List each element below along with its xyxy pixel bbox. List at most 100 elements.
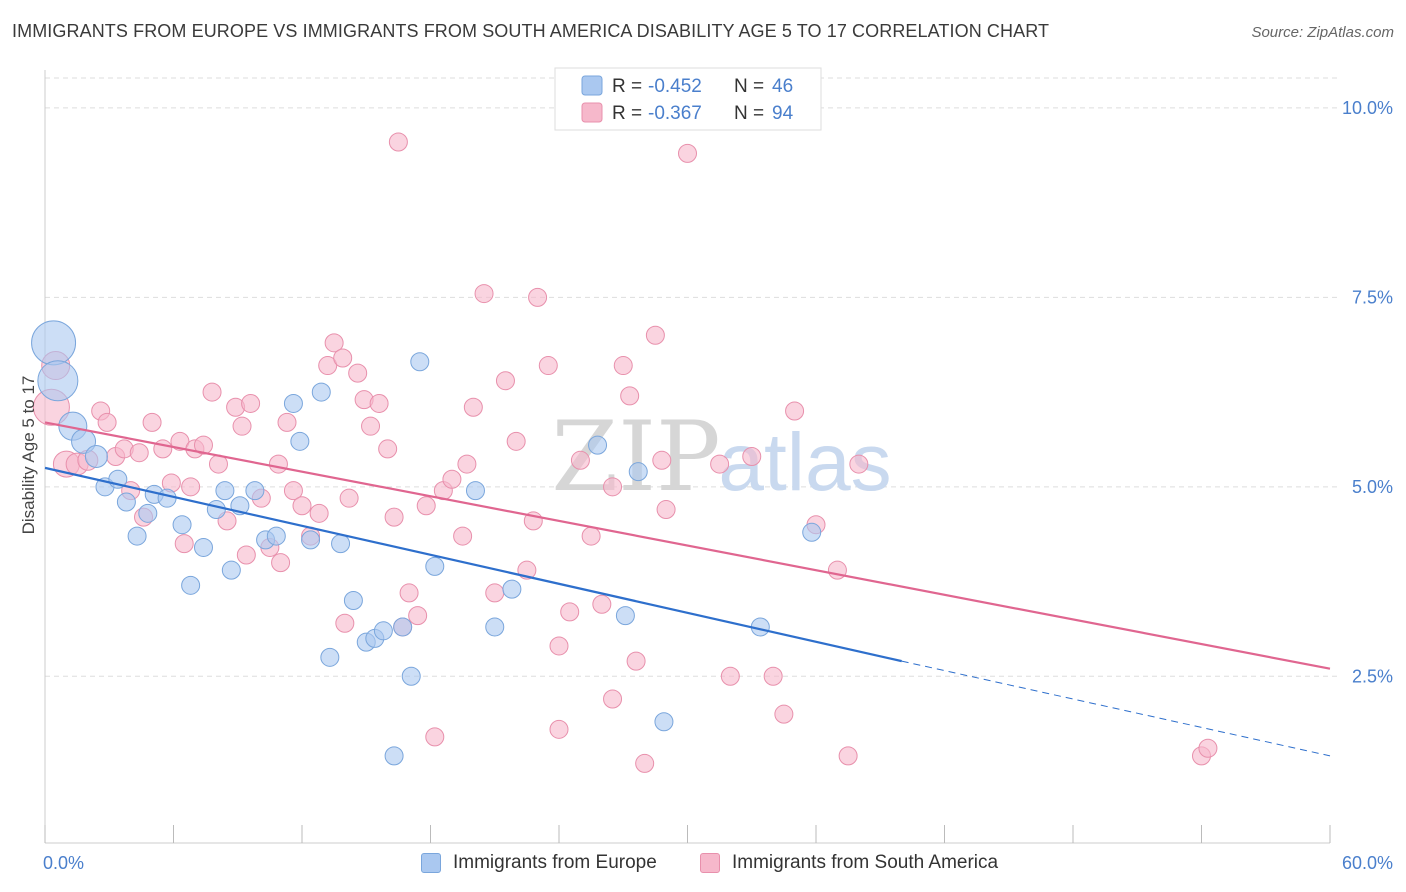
europe-trend-extension	[901, 660, 1331, 757]
south-america-point	[570, 450, 590, 470]
legend-swatch-europe	[581, 75, 603, 96]
south-america-point	[457, 454, 477, 474]
south-america-point	[538, 356, 558, 376]
south-america-point	[232, 416, 252, 436]
y-axis-label: Disability Age 5 to 17	[19, 376, 38, 535]
legend-item-south-america: Immigrants from South America	[700, 852, 998, 874]
south-america-point	[785, 401, 805, 421]
europe-point	[401, 666, 421, 686]
europe-point	[245, 481, 265, 501]
south-america-point	[581, 526, 601, 546]
south-america-point	[774, 704, 794, 724]
south-america-point	[620, 386, 640, 406]
south-america-point	[560, 602, 580, 622]
europe-point	[206, 500, 226, 520]
y-tick-label: 2.5%	[1352, 666, 1393, 686]
south-america-point	[181, 477, 201, 497]
europe-point	[138, 503, 158, 523]
legend-n-label: N =	[734, 76, 764, 97]
south-america-point	[463, 397, 483, 417]
south-america-point	[485, 583, 505, 603]
south-america-point	[384, 507, 404, 527]
legend-label-europe: Immigrants from Europe	[453, 852, 657, 873]
south-america-point	[763, 666, 783, 686]
europe-point	[654, 712, 674, 732]
europe-point	[485, 617, 505, 637]
europe-point	[301, 530, 321, 550]
south-america-point	[378, 439, 398, 459]
chart-title: IMMIGRANTS FROM EUROPE VS IMMIGRANTS FRO…	[12, 21, 1050, 41]
legend-item-europe: Immigrants from Europe	[421, 852, 657, 874]
legend-n-value: 94	[772, 103, 794, 124]
south-america-point	[348, 363, 368, 383]
south-america-point	[369, 393, 389, 413]
europe-trend-line	[44, 466, 902, 663]
europe-point	[290, 431, 310, 451]
europe-point	[37, 360, 79, 402]
south-america-point	[277, 412, 297, 432]
south-america-point	[170, 431, 190, 451]
south-america-point	[333, 348, 353, 368]
legend-n-value: 46	[772, 76, 793, 97]
south-america-point	[720, 666, 740, 686]
europe-point	[116, 492, 136, 512]
south-america-point	[742, 447, 762, 466]
legend-label-south-america: Immigrants from South America	[732, 852, 999, 873]
south-america-point	[549, 719, 569, 739]
south-america-point	[442, 469, 462, 489]
europe-point	[802, 522, 822, 542]
south-america-point	[339, 488, 359, 508]
south-america-point	[142, 412, 162, 432]
europe-point	[181, 575, 201, 595]
x-tick-label: 0.0%	[43, 853, 84, 873]
source-label: Source: ZipAtlas.com	[1251, 24, 1394, 41]
europe-point	[384, 746, 404, 766]
y-tick-label: 10.0%	[1342, 98, 1393, 118]
legend-swatch-europe	[421, 853, 441, 873]
europe-point	[588, 435, 608, 455]
south-america-point	[626, 651, 646, 671]
europe-point	[221, 560, 241, 580]
europe-point	[343, 590, 363, 610]
south-america-point	[603, 689, 623, 709]
south-america-point	[318, 356, 338, 376]
south-america-point	[652, 450, 672, 470]
europe-point	[331, 534, 351, 554]
europe-point	[628, 462, 648, 482]
south-america-point	[202, 382, 222, 402]
trend-lines	[44, 421, 1331, 757]
legend-swatch-south-america	[581, 102, 603, 123]
europe-point	[193, 537, 213, 557]
south-america-point	[678, 143, 697, 163]
grid	[45, 77, 1338, 677]
europe-point	[266, 526, 286, 546]
south-america-point	[271, 553, 291, 573]
south-america-point	[408, 606, 428, 626]
south-america-point	[335, 613, 355, 633]
south-america-point	[361, 416, 381, 436]
y-tick-label: 5.0%	[1352, 477, 1393, 497]
europe-point	[31, 320, 77, 366]
south-america-point	[528, 287, 548, 307]
south-america-point	[193, 435, 213, 455]
y-tick-label: 7.5%	[1352, 287, 1393, 307]
europe-point	[373, 621, 393, 641]
europe-point	[425, 556, 445, 576]
south-america-point	[549, 636, 569, 656]
x-tick-label: 60.0%	[1342, 853, 1393, 873]
axes: 2.5% 5.0% 7.5% 10.0% 0.0% 60.0%	[43, 70, 1393, 873]
europe-point	[615, 606, 635, 626]
legend-top: R = -0.452 N = 46 R = -0.367 N = 94	[554, 67, 822, 131]
south-america-point	[506, 431, 526, 451]
south-america-point	[416, 496, 436, 516]
europe-point	[320, 647, 340, 667]
south-america-points	[32, 132, 1218, 773]
legend-r-label: R =	[612, 76, 642, 97]
south-america-point	[236, 545, 256, 565]
legend-bottom: Immigrants from Europe Immigrants from S…	[0, 852, 1406, 878]
south-america-point	[388, 132, 408, 152]
south-america-point	[635, 753, 655, 773]
south-america-point	[268, 454, 288, 474]
europe-point	[127, 526, 147, 546]
